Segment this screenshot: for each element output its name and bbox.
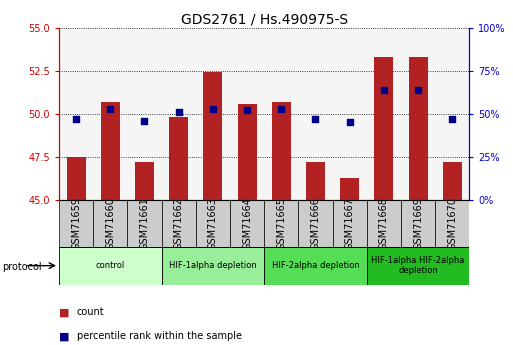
Bar [67, 157, 86, 200]
Point [448, 116, 457, 122]
Bar [101, 102, 120, 200]
Text: GSM71663: GSM71663 [208, 197, 218, 250]
Text: percentile rank within the sample: percentile rank within the sample [77, 332, 242, 341]
Bar [93, 200, 127, 247]
Text: HIF-2alpha depletion: HIF-2alpha depletion [271, 261, 360, 270]
Bar [409, 57, 427, 200]
Bar [264, 247, 367, 285]
Bar [135, 162, 154, 200]
Text: count: count [77, 307, 105, 317]
Text: ■: ■ [59, 332, 69, 341]
Text: GSM71661: GSM71661 [140, 197, 149, 250]
Text: control: control [95, 261, 125, 270]
Bar [162, 200, 196, 247]
Text: GSM71667: GSM71667 [345, 197, 354, 250]
Bar [332, 200, 367, 247]
Bar [59, 247, 162, 285]
Bar [272, 102, 291, 200]
Text: HIF-1alpha HIF-2alpha
depletion: HIF-1alpha HIF-2alpha depletion [371, 256, 465, 275]
Bar [401, 200, 435, 247]
Bar [196, 200, 230, 247]
Text: GSM71662: GSM71662 [174, 197, 184, 250]
Text: GSM71668: GSM71668 [379, 197, 389, 250]
Bar [306, 162, 325, 200]
Bar [59, 200, 93, 247]
Text: GSM71665: GSM71665 [277, 197, 286, 250]
Point [311, 116, 320, 122]
Text: ■: ■ [59, 307, 69, 317]
Title: GDS2761 / Hs.490975-S: GDS2761 / Hs.490975-S [181, 12, 348, 27]
Point [346, 120, 354, 125]
Text: GSM71660: GSM71660 [105, 197, 115, 250]
Point [414, 87, 422, 92]
Point [380, 87, 388, 92]
Text: GSM71666: GSM71666 [310, 197, 321, 250]
Point [72, 116, 80, 122]
Text: GSM71664: GSM71664 [242, 197, 252, 250]
Bar [340, 178, 359, 200]
Bar [374, 57, 393, 200]
Bar [264, 200, 299, 247]
Bar [127, 200, 162, 247]
Bar [299, 200, 332, 247]
Bar [204, 72, 222, 200]
Point [106, 106, 114, 111]
Bar [230, 200, 264, 247]
Point [277, 106, 285, 111]
Bar [367, 200, 401, 247]
Point [243, 108, 251, 113]
Point [209, 106, 217, 111]
Text: GSM71669: GSM71669 [413, 197, 423, 250]
Text: HIF-1alpha depletion: HIF-1alpha depletion [169, 261, 257, 270]
Bar [443, 162, 462, 200]
Bar [162, 247, 264, 285]
Point [141, 118, 149, 124]
Bar [238, 104, 256, 200]
Point [174, 109, 183, 115]
Bar [435, 200, 469, 247]
Bar [169, 117, 188, 200]
Text: GSM71670: GSM71670 [447, 197, 457, 250]
Text: protocol: protocol [3, 263, 42, 272]
Bar [367, 247, 469, 285]
Text: GSM71659: GSM71659 [71, 197, 81, 250]
